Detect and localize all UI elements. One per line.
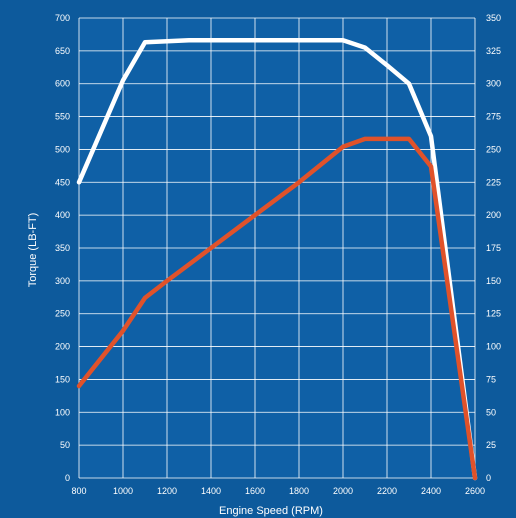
y-tick-label-right: 300 [486,79,501,89]
tick-labels: 800 1000 1200 1400 1600 1800 2000 2200 2400 26000… [55,13,501,496]
x-tick-label: 2600 [465,486,485,496]
x-tick-label: 1400 [201,486,221,496]
y-tick-label-right: 200 [486,210,501,220]
y-tick-label-right: 100 [486,342,501,352]
y-tick-label-left: 150 [55,374,70,384]
x-tick-label: 800 [71,486,86,496]
x-tick-label: 1600 [245,486,265,496]
y-tick-label-left: 350 [55,243,70,253]
y-tick-label-left: 600 [55,79,70,89]
y-tick-label-left: 700 [55,13,70,23]
x-axis-title: Engine Speed (RPM) [219,505,323,517]
x-tick-label: 1000 [113,486,133,496]
grid [78,17,476,479]
y-tick-label-right: 225 [486,177,501,187]
y-tick-label-right: 50 [486,407,496,417]
y-tick-label-right: 325 [486,46,501,56]
x-tick-label: 2400 [421,486,441,496]
series-lines [76,38,478,481]
y-tick-label-right: 150 [486,276,501,286]
series-line-torque [76,38,478,481]
y-tick-label-left: 450 [55,177,70,187]
y-tick-label-right: 75 [486,374,496,384]
y-tick-label-right: 275 [486,112,501,122]
y-tick-label-right: 0 [486,473,491,483]
y-axis-left-title: Torque (LB-FT) [27,213,39,288]
y-tick-label-left: 100 [55,407,70,417]
x-tick-label: 1800 [289,486,309,496]
y-tick-label-right: 125 [486,309,501,319]
y-tick-label-left: 650 [55,46,70,56]
y-tick-label-right: 175 [486,243,501,253]
y-tick-label-right: 350 [486,13,501,23]
x-tick-label: 1200 [157,486,177,496]
series-line-power [76,136,478,481]
y-tick-label-left: 50 [60,440,70,450]
y-tick-label-right: 25 [486,440,496,450]
y-tick-label-left: 500 [55,144,70,154]
x-tick-label: 2200 [377,486,397,496]
y-tick-label-left: 550 [55,112,70,122]
y-tick-label-left: 200 [55,342,70,352]
y-tick-label-right: 250 [486,144,501,154]
x-tick-label: 2000 [333,486,353,496]
y-tick-label-left: 300 [55,276,70,286]
y-tick-label-left: 0 [65,473,70,483]
y-tick-label-left: 400 [55,210,70,220]
y-tick-label-left: 250 [55,309,70,319]
